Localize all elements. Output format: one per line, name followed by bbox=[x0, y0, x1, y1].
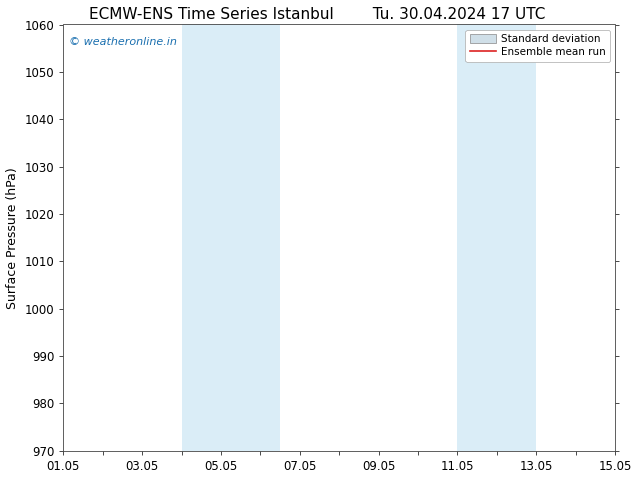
Text: ECMW-ENS Time Series Istanbul        Tu. 30.04.2024 17 UTC: ECMW-ENS Time Series Istanbul Tu. 30.04.… bbox=[89, 7, 545, 23]
Legend: Standard deviation, Ensemble mean run: Standard deviation, Ensemble mean run bbox=[465, 30, 610, 62]
Y-axis label: Surface Pressure (hPa): Surface Pressure (hPa) bbox=[6, 167, 19, 309]
Text: © weatheronline.in: © weatheronline.in bbox=[69, 37, 177, 48]
Bar bbox=[457, 24, 536, 451]
Bar bbox=[181, 24, 280, 451]
